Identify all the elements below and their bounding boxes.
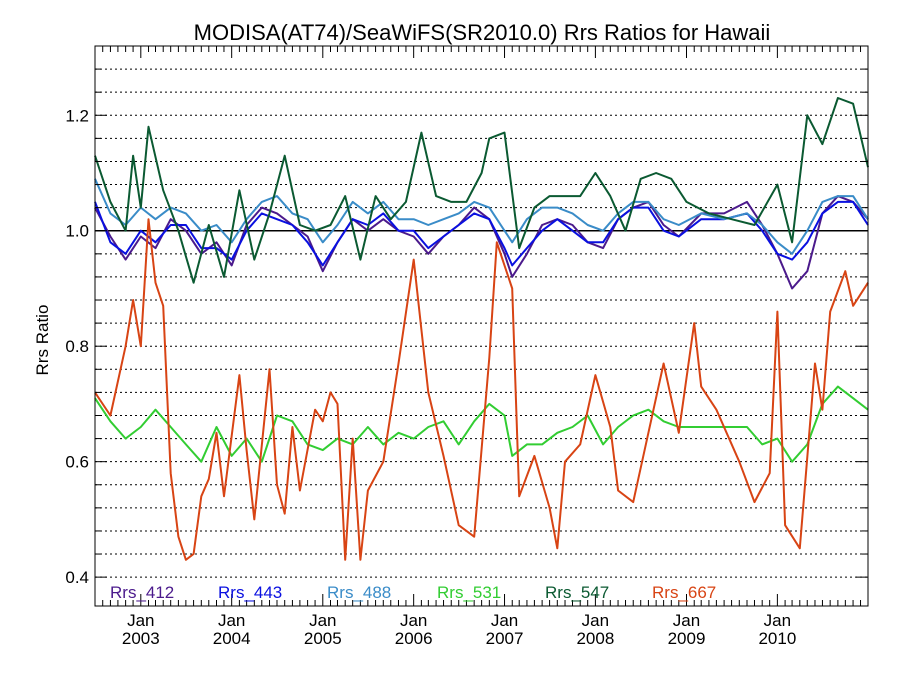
y-tick-label: 1.0 [65, 222, 89, 241]
y-tick-label: 1.2 [65, 106, 89, 125]
grid-lines [95, 68, 868, 578]
x-tick-year: 2005 [304, 629, 342, 648]
x-tick-year: 2004 [213, 629, 251, 648]
series-line-rrs_547 [94, 97, 869, 284]
x-tick-month: Jan [127, 611, 154, 630]
x-tick-month: Jan [400, 611, 427, 630]
chart-title: MODISA(AT74)/SeaWiFS(SR2010.0) Rrs Ratio… [194, 20, 771, 45]
x-tick-year: 2009 [668, 629, 706, 648]
x-tick-month: Jan [764, 611, 791, 630]
y-tick-labels: 0.4 0.6 0.8 1.0 1.2 [65, 106, 89, 587]
x-tick-month: Jan [582, 611, 609, 630]
legend-item-rrs_488: Rrs_488 [327, 583, 391, 602]
plot-frame [94, 45, 869, 607]
y-tick-label: 0.8 [65, 337, 89, 356]
x-tick-labels: Jan2003Jan2004Jan2005Jan2006Jan2007Jan20… [122, 611, 796, 648]
series-line-rrs_412 [94, 195, 869, 290]
x-tick-year: 2007 [486, 629, 524, 648]
series-layer [94, 97, 869, 561]
legend-item-rrs_547: Rrs_547 [545, 583, 609, 602]
x-tick-month: Jan [673, 611, 700, 630]
y-axis-label: Rrs Ratio [33, 305, 52, 376]
series-line-rrs_531 [94, 385, 869, 463]
legend-item-rrs_412: Rrs_412 [110, 583, 174, 602]
x-tick-month: Jan [491, 611, 518, 630]
legend: Rrs_412 Rrs_443 Rrs_488 Rrs_531 Rrs_547 Rrs_6… [110, 583, 716, 602]
x-tick-year: 2003 [122, 629, 160, 648]
x-tick-month: Jan [309, 611, 336, 630]
series-line-rrs_488 [94, 178, 869, 255]
y-tick-label: 0.4 [65, 568, 89, 587]
x-tick-year: 2010 [758, 629, 796, 648]
y-tick-label: 0.6 [65, 453, 89, 472]
axis-ticks [94, 46, 868, 606]
x-tick-year: 2008 [576, 629, 614, 648]
legend-item-rrs_531: Rrs_531 [437, 583, 501, 602]
x-tick-year: 2006 [395, 629, 433, 648]
series-line-rrs_667 [94, 218, 869, 561]
legend-item-rrs_667: Rrs_667 [652, 583, 716, 602]
legend-item-rrs_443: Rrs_443 [218, 583, 282, 602]
x-tick-month: Jan [218, 611, 245, 630]
